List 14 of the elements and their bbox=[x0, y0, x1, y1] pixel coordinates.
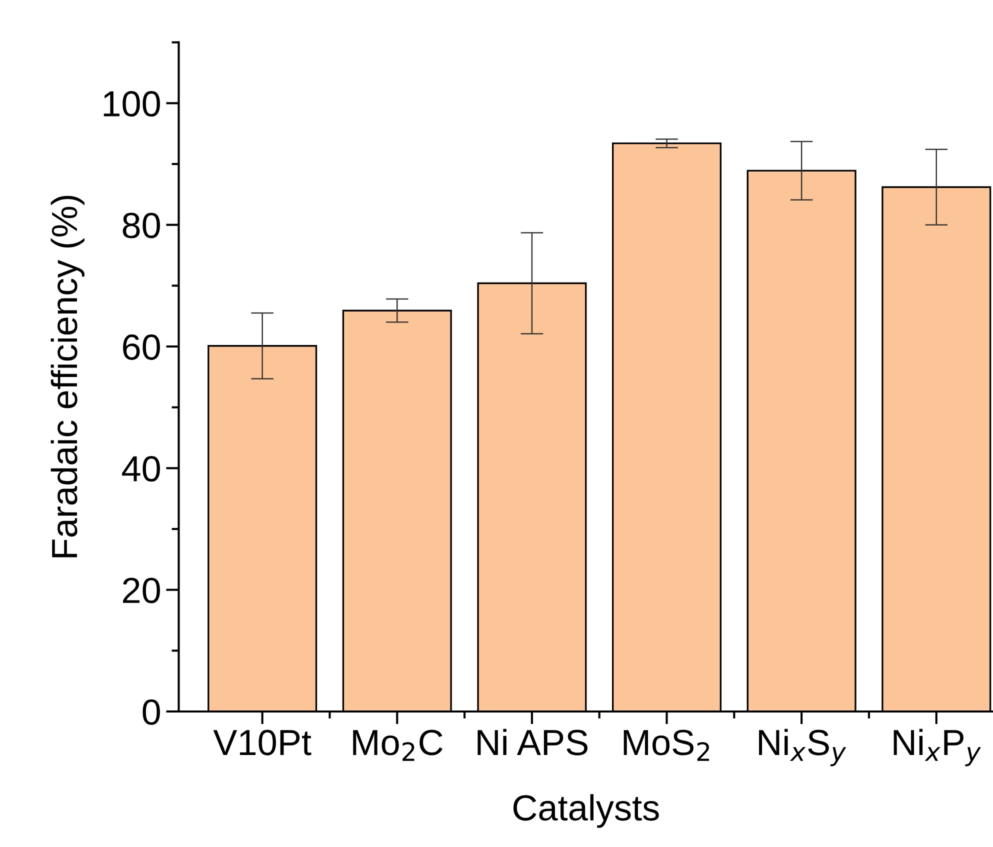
x-axis-title: Catalysts bbox=[513, 794, 659, 828]
x-tick-label: V10Pt bbox=[213, 730, 312, 756]
y-tick-label: 0 bbox=[142, 699, 160, 725]
y-tick-label: 60 bbox=[123, 334, 160, 360]
y-tick-label: 20 bbox=[123, 578, 160, 604]
y-tick-label: 40 bbox=[122, 456, 160, 482]
y-tick-label: 100 bbox=[104, 91, 160, 117]
x-tick-label: Ni$_{x}$P$_{y}$ bbox=[894, 728, 981, 766]
x-tick-label: MoS$_{2}$ bbox=[624, 730, 710, 761]
y-axis-title: Faradaic efficiency (%) bbox=[50, 196, 84, 558]
y-tick-label: 80 bbox=[122, 212, 160, 238]
x-tick-label: Ni$_{x}$S$_{y}$ bbox=[759, 728, 846, 766]
x-tick-label: Mo$_{2}$C bbox=[353, 730, 442, 761]
x-tick-label: Ni APS bbox=[478, 728, 588, 756]
